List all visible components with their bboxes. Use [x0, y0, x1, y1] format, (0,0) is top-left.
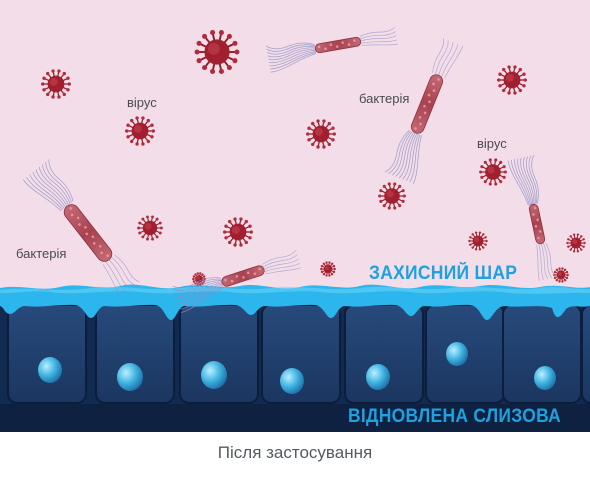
bacteria [22, 27, 557, 313]
epithelial-cell [179, 304, 259, 404]
epithelial-cell [95, 304, 175, 404]
cell-nucleus [366, 364, 390, 390]
virus-icon [479, 158, 507, 186]
cell-nucleus [201, 361, 227, 389]
virus-icon [566, 233, 586, 253]
virus-icon [125, 116, 155, 146]
mucosa-band [0, 404, 590, 432]
epithelial-cell [344, 304, 424, 404]
cell-nucleus [117, 363, 143, 391]
restored-mucosa-label: ВІДНОВЛЕНА СЛИЗОВА [348, 406, 562, 427]
virus-icon [320, 261, 336, 277]
epithelial-cell [261, 304, 341, 404]
protective-layer [0, 284, 590, 320]
bacterium-icon [507, 154, 557, 281]
cell-nucleus [534, 366, 556, 390]
bacterium-icon [22, 159, 140, 297]
virus-icon [137, 215, 163, 241]
virus-icon [497, 65, 527, 95]
epithelial-cell [425, 304, 505, 404]
virus-label-left: вірус [127, 95, 157, 110]
protective-layer-label: ЗАХИСНИЙ ШАР [369, 263, 518, 284]
bacteria-label-left: бактерія [16, 246, 67, 261]
virus-icon [378, 182, 406, 210]
cell-nucleus [38, 357, 62, 383]
virus-icon [41, 69, 71, 99]
caption: Після застосування [217, 443, 373, 462]
virus-icon [194, 30, 240, 74]
virus-icon [468, 231, 488, 251]
bacterium-icon [265, 27, 398, 73]
viruses [41, 30, 586, 286]
cell-nucleus [280, 368, 304, 394]
virus-icon [553, 267, 569, 283]
virus-label-right: вірус [477, 136, 507, 151]
bacteria-label-top: бактерія [359, 91, 410, 106]
epithelial-cell [581, 304, 590, 404]
bacterium-icon [172, 250, 302, 313]
virus-icon [306, 119, 336, 149]
epithelial-cell [502, 304, 582, 404]
cell-nucleus [446, 342, 468, 366]
virus-icon [223, 217, 253, 247]
bacterium-icon [384, 38, 464, 184]
epithelial-cell [7, 304, 87, 404]
